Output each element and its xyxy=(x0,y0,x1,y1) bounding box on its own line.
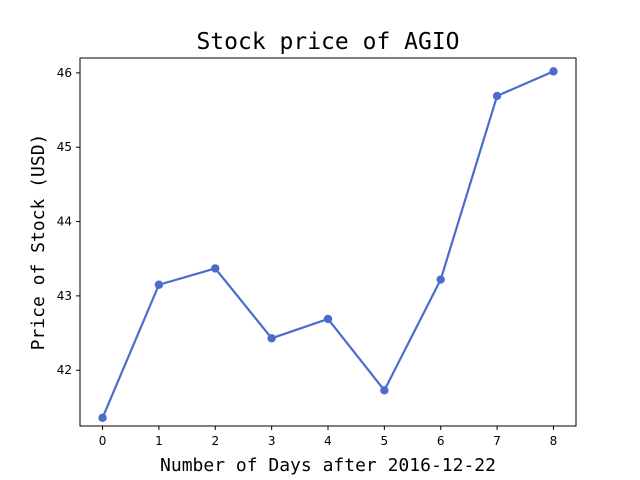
y-axis: 42 43 44 45 46 xyxy=(57,66,80,377)
x-tick-label: 3 xyxy=(268,434,276,448)
y-axis-label: Price of Stock (USD) xyxy=(28,134,49,351)
y-tick-label: 43 xyxy=(57,289,72,303)
data-point xyxy=(492,91,502,101)
data-point xyxy=(211,264,220,273)
data-point xyxy=(380,386,389,395)
x-axis: 0 1 2 3 4 5 6 7 8 xyxy=(99,426,558,448)
data-point xyxy=(549,67,558,76)
x-tick-label: 2 xyxy=(211,434,219,448)
y-tick-label: 44 xyxy=(57,215,72,229)
y-tick-label: 46 xyxy=(57,66,72,80)
x-tick-label: 7 xyxy=(493,434,501,448)
data-point xyxy=(436,275,445,284)
y-tick-label: 42 xyxy=(57,363,72,377)
x-tick-label: 0 xyxy=(99,434,107,448)
data-point xyxy=(267,334,276,343)
x-tick-label: 1 xyxy=(155,434,163,448)
series-line xyxy=(101,70,554,419)
x-tick-label: 6 xyxy=(437,434,445,448)
y-tick-label: 45 xyxy=(57,140,72,154)
x-tick-label: 4 xyxy=(324,434,332,448)
x-tick-label: 8 xyxy=(550,434,558,448)
data-point xyxy=(323,314,333,324)
x-axis-label: Number of Days after 2016-12-22 xyxy=(160,455,496,476)
x-tick-label: 5 xyxy=(381,434,389,448)
data-point xyxy=(154,280,164,289)
plot-frame xyxy=(79,57,577,427)
chart-title: Stock price of AGIO xyxy=(196,29,459,55)
data-point xyxy=(98,413,107,423)
series-group xyxy=(98,67,558,423)
